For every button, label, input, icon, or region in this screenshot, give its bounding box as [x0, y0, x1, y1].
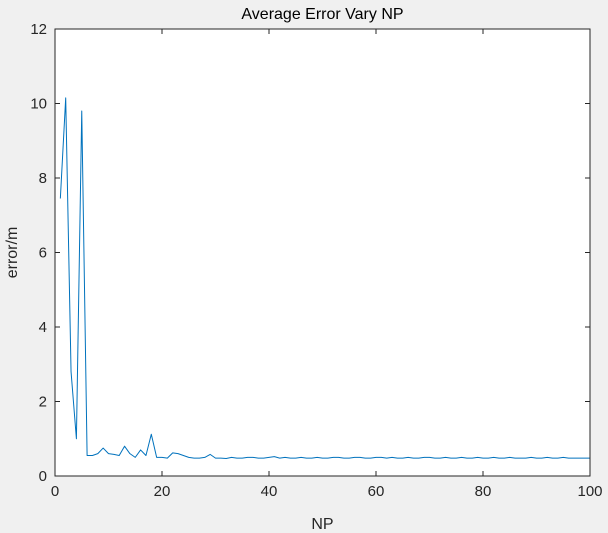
x-tick-label: 20 — [154, 483, 171, 500]
y-axis-label: error/m — [4, 227, 21, 279]
series-line — [59, 97, 590, 459]
y-tick-label: 10 — [30, 96, 47, 113]
y-tick-label: 8 — [39, 170, 47, 187]
series-layer — [59, 97, 590, 459]
x-tick-label: 80 — [475, 483, 492, 500]
x-tick-label: 100 — [577, 483, 602, 500]
y-tick-label: 6 — [39, 245, 47, 262]
x-axis-label: NP — [311, 516, 333, 533]
x-tick-label: 0 — [51, 483, 59, 500]
x-tick-label: 60 — [368, 483, 385, 500]
y-tick-label: 4 — [39, 319, 47, 336]
y-tick-label: 2 — [39, 394, 47, 411]
y-tick-label: 12 — [30, 21, 47, 38]
x-tick-label: 40 — [261, 483, 278, 500]
plot-area — [55, 29, 590, 476]
y-tick-label: 0 — [39, 468, 47, 485]
ticks-layer: 0 20 40 60 80 100 0 2 4 6 8 10 12 — [30, 21, 602, 500]
chart-title: Average Error Vary NP — [241, 6, 403, 23]
